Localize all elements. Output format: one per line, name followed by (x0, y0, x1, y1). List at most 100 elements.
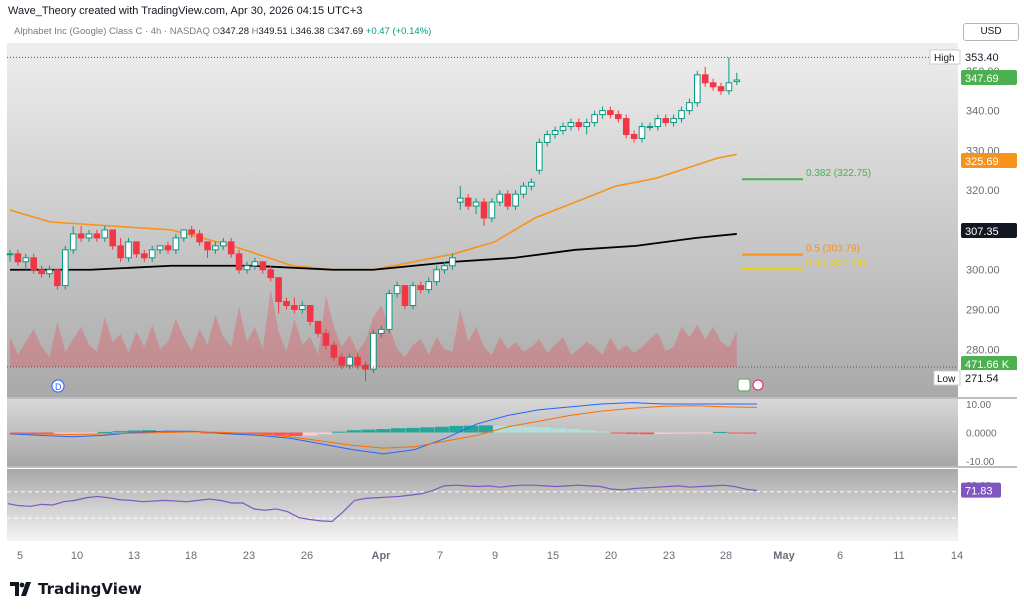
x-tick-label: 9 (492, 550, 498, 562)
x-tick-label: 18 (185, 550, 197, 562)
dividend-icon (51, 379, 65, 393)
high-price-tag: 353.40 (965, 52, 999, 64)
macd-tick-label: -10.00 (966, 457, 995, 468)
macd-hist-bar (551, 428, 567, 433)
tradingview-logo-icon (10, 582, 31, 596)
candle-body (156, 245, 164, 251)
candle-body (733, 79, 741, 83)
footer: TradingView (10, 580, 142, 598)
macd-hist-bar (669, 432, 684, 434)
macd-line (9, 402, 757, 455)
dividend-icon-letter: D (55, 382, 62, 392)
candle-body (512, 193, 519, 207)
macd-hist-bar (625, 432, 640, 434)
x-tick-label: 23 (663, 550, 675, 562)
footer-brand: TradingView (38, 580, 142, 598)
candle-body (259, 261, 267, 271)
candle-body (622, 118, 630, 135)
candle-body (322, 332, 330, 346)
candle-body (243, 265, 251, 271)
x-tick-label: May (773, 550, 795, 562)
high-price-tag-bg (961, 49, 1017, 64)
macd-hist-bar (346, 430, 362, 433)
candle-body (496, 193, 504, 203)
high-badge-bg (929, 49, 961, 65)
low-price-tag: 271.54 (965, 373, 999, 385)
legend-open: O347.28 (212, 26, 249, 37)
candle-body (22, 257, 30, 263)
macd-hist-bar (68, 432, 83, 434)
x-tick-label: 15 (547, 550, 559, 562)
earnings-icon (737, 378, 751, 392)
low-badge-bg (933, 370, 961, 386)
candle-body (196, 233, 203, 243)
ema50-line (9, 153, 737, 271)
candle-body (599, 110, 606, 116)
candle-body (425, 281, 432, 291)
low-badge-label: Low (937, 374, 956, 385)
chart-svg[interactable]: 350.00340.00330.00320.00310.00300.00290.… (0, 0, 1024, 575)
macd-hist-bar (112, 431, 127, 433)
candle-body (559, 126, 567, 132)
candle-body (670, 118, 677, 124)
candle-body (283, 301, 290, 307)
candle-body (488, 201, 496, 219)
candle-body (14, 253, 22, 263)
candle-body (686, 102, 693, 112)
candle-body (291, 305, 298, 310)
legend-high: H349.51 (251, 26, 288, 37)
candle-body (133, 241, 140, 255)
candle-body (567, 122, 575, 128)
macd-hist-bar (522, 426, 537, 433)
ema50-price-tag: 325.69 (965, 156, 999, 168)
candle-body (93, 233, 101, 239)
rsi-value-tag-bg (961, 482, 1001, 498)
candle-body (85, 233, 93, 239)
candle-body (401, 285, 409, 307)
macd-hist-bar (273, 432, 288, 436)
macd-hist-bar (259, 432, 274, 435)
x-tick-label: 13 (128, 550, 140, 562)
candle-body (393, 285, 401, 295)
candle-body (678, 110, 685, 120)
candle-body (101, 229, 109, 239)
candle-body (30, 257, 37, 271)
candle-body (701, 74, 709, 84)
candle-body (654, 118, 662, 128)
candle-body (148, 249, 156, 259)
rsi-pane-background (7, 469, 958, 541)
macd-hist-bar (698, 432, 713, 434)
candle-body (378, 328, 385, 334)
y-tick-label: 340.00 (966, 106, 1000, 118)
macd-hist-bar (200, 432, 215, 434)
macd-tick-label: 10.00 (966, 400, 991, 411)
macd-hist-bar (53, 432, 69, 435)
candle-body (591, 114, 598, 124)
macd-hist-bar (127, 430, 142, 433)
currency-button[interactable]: USD (963, 23, 1019, 41)
rsi-value-tag: 71.83 (965, 486, 993, 498)
macd-hist-bar (390, 428, 405, 433)
macd-hist-bar (683, 432, 698, 434)
macd-hist-bar (420, 427, 435, 433)
candle-body (164, 245, 172, 251)
candle-body (314, 320, 322, 334)
macd-hist-bar (434, 426, 449, 433)
last-price-tag: 347.69 (965, 73, 999, 85)
signal-line (9, 405, 758, 449)
candle-body (188, 229, 195, 235)
macd-hist-bar (727, 432, 742, 434)
volume-tag-bg (961, 356, 1017, 371)
candle-body (362, 364, 369, 370)
high-badge-label: High (934, 53, 955, 64)
candle-body (77, 233, 85, 239)
candle-body (6, 253, 14, 256)
volume-tag: 471.66 K (965, 359, 1010, 371)
macd-hist-bar (595, 431, 611, 433)
candle-body (38, 269, 45, 275)
candle-body (409, 285, 417, 307)
x-tick-label: 23 (243, 550, 255, 562)
candle-body (330, 344, 338, 358)
macd-hist-bar (508, 426, 523, 433)
candle-body (528, 181, 535, 187)
